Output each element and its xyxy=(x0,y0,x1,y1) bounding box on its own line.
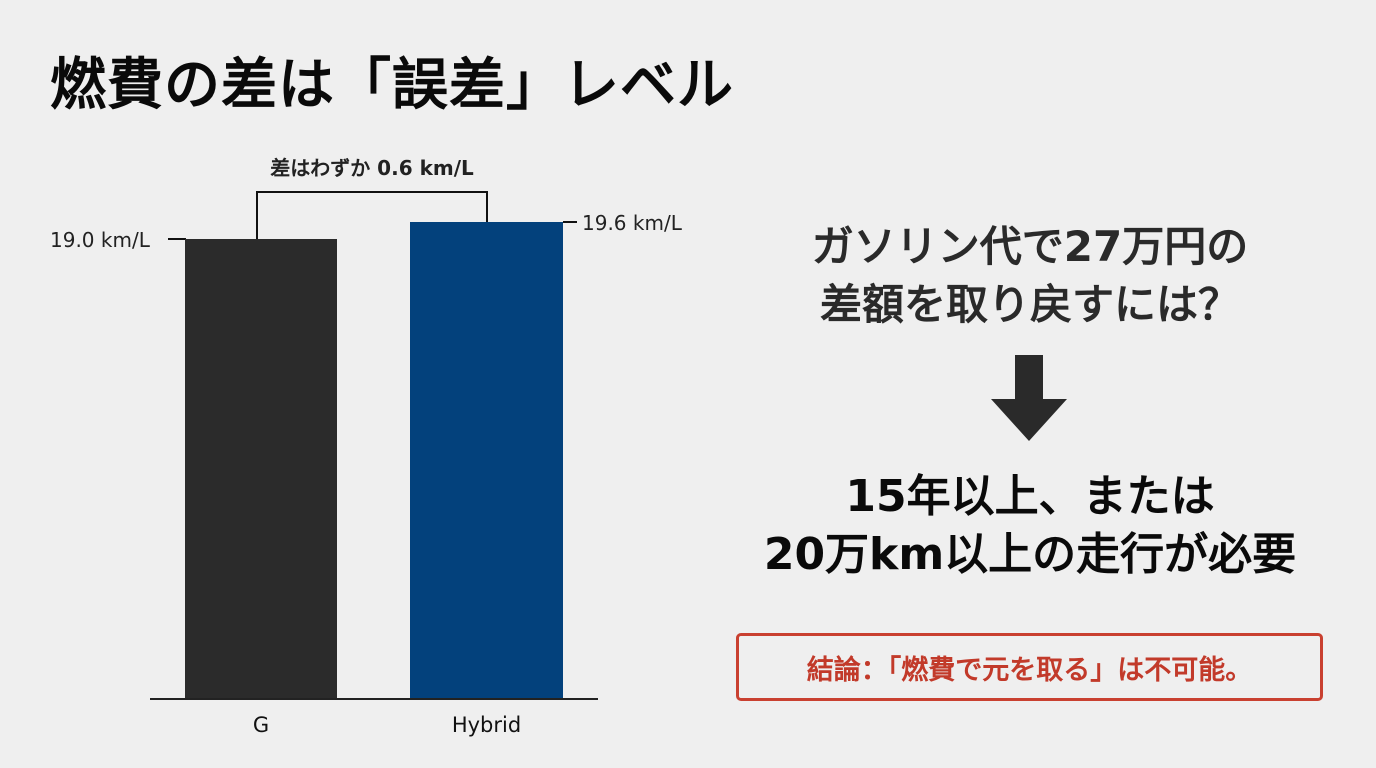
difference-bracket xyxy=(256,191,488,239)
value-label-hybrid: 19.6 km/L xyxy=(582,211,682,235)
conclusion-text: 結論：「燃費で元を取る」は不可能。 xyxy=(806,654,1253,686)
page-title: 燃費の差は「誤差」レベル xyxy=(50,53,734,118)
answer-line-1: 15年以上、または xyxy=(845,471,1215,522)
value-label-g: 19.0 km/L xyxy=(50,228,150,252)
bar-g xyxy=(185,239,337,699)
x-axis-baseline xyxy=(150,698,598,700)
bar-hybrid xyxy=(410,222,563,699)
value-tick-g xyxy=(168,238,186,240)
answer-text: 15年以上、または 20万km以上の走行が必要 xyxy=(720,468,1340,584)
difference-annotation: 差はわずか 0.6 km/L xyxy=(270,156,474,180)
question-text: ガソリン代で27万円の 差額を取り戻すには？ xyxy=(740,218,1320,334)
question-line-2: 差額を取り戻すには？ xyxy=(819,280,1240,329)
answer-line-2: 20万km以上の走行が必要 xyxy=(763,529,1297,580)
value-tick-hybrid xyxy=(563,221,577,223)
question-line-1: ガソリン代で27万円の xyxy=(811,222,1249,271)
down-arrow-icon xyxy=(991,355,1067,441)
conclusion-box: 結論：「燃費で元を取る」は不可能。 xyxy=(736,633,1323,701)
category-label-g: G xyxy=(252,713,270,737)
category-label-hybrid: Hybrid xyxy=(451,713,522,737)
